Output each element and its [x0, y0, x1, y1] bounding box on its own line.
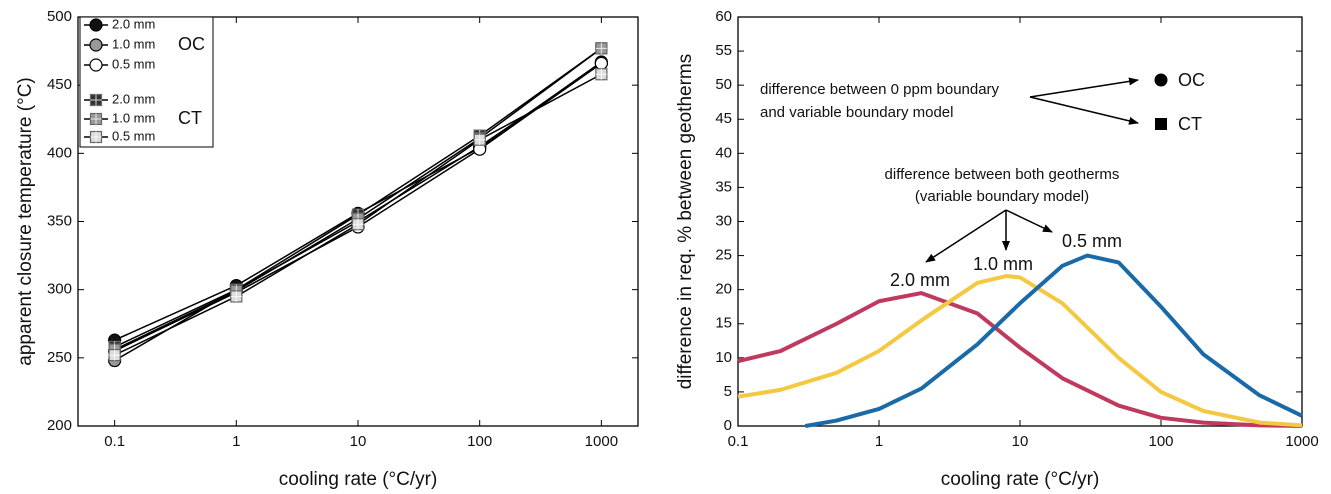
x-tick-label: 1000: [1285, 433, 1318, 450]
x-tick-label: 10: [1012, 433, 1029, 450]
y-tick-label: 20: [715, 281, 732, 298]
legend-marker: [1155, 118, 1167, 130]
y-tick-label: 250: [47, 349, 72, 366]
legend-label: 1.0 mm: [112, 110, 155, 125]
y-tick-label: 350: [47, 212, 72, 229]
y-tick-label: 50: [715, 76, 732, 93]
annotation: difference between both geotherms: [885, 166, 1120, 183]
y-tick-label: 25: [715, 247, 732, 264]
y-tick-label: 10: [715, 349, 732, 366]
arrows: [925, 77, 1139, 263]
arrow: [1029, 77, 1139, 98]
marker-grid: [595, 42, 607, 54]
annotation: and variable boundary model: [760, 104, 953, 121]
marker: [89, 18, 103, 32]
legend-label: 2.0 mm: [112, 16, 155, 31]
marker-grid: [352, 218, 364, 230]
legend-label: 1.0 mm: [112, 36, 155, 51]
marker: [594, 56, 608, 70]
y-tick-label: 450: [47, 76, 72, 93]
x-tick-label: 1: [232, 433, 240, 450]
x-tick-label: 100: [467, 433, 492, 450]
marker: [89, 58, 103, 72]
marker-grid: [90, 94, 102, 106]
y-tick-label: 5: [724, 383, 732, 400]
series-line: [737, 291, 1303, 428]
y-axis-label: apparent closure temperature (°C): [15, 77, 36, 366]
annotation: difference between 0 ppm boundary: [760, 81, 1000, 98]
x-tick-label: 0.1: [728, 433, 749, 450]
arrow: [1005, 209, 1053, 233]
marker-grid: [474, 134, 486, 146]
legend-group: OC: [178, 34, 205, 54]
annotation: (variable boundary model): [915, 188, 1089, 205]
legend-label: 2.0 mm: [112, 91, 155, 106]
series-line: [804, 253, 1303, 428]
series-label: 2.0 mm: [890, 270, 950, 290]
legend-marker: [1154, 73, 1168, 87]
y-tick-label: 300: [47, 281, 72, 298]
y-tick-label: 55: [715, 42, 732, 59]
x-tick-label: 10: [350, 433, 367, 450]
marker-grid: [90, 131, 102, 143]
y-tick-label: 35: [715, 178, 732, 195]
legend-label: 0.5 mm: [112, 128, 155, 143]
y-tick-label: 60: [715, 8, 732, 25]
arrow: [925, 209, 1007, 263]
legend-box: [79, 16, 214, 148]
y-tick-label: 40: [715, 144, 732, 161]
legend-label: CT: [1178, 114, 1202, 134]
x-tick-label: 1: [875, 433, 883, 450]
marker: [89, 38, 103, 52]
x-tick-label: 0.1: [104, 433, 125, 450]
marker-grid: [595, 68, 607, 80]
series-label: 0.5 mm: [1062, 231, 1122, 251]
marker-grid: [230, 290, 242, 302]
y-tick-label: 500: [47, 8, 72, 25]
x-axis-label: cooling rate (°C/yr): [279, 469, 438, 490]
y-tick-label: 15: [715, 315, 732, 332]
y-axis-label: difference in req. % between geotherms: [675, 54, 696, 390]
y-tick-label: 200: [47, 417, 72, 434]
y-tick-label: 400: [47, 144, 72, 161]
marker-grid: [90, 113, 102, 125]
series-label: 1.0 mm: [973, 254, 1033, 274]
y-tick-label: 0: [724, 417, 732, 434]
legend-label: OC: [1178, 70, 1205, 90]
arrow: [1029, 96, 1139, 125]
legend-group: CT: [178, 108, 202, 128]
marker-grid: [109, 349, 121, 361]
series-line: [737, 274, 1303, 428]
y-tick-label: 45: [715, 110, 732, 127]
x-tick-label: 1000: [585, 433, 618, 450]
x-tick-label: 100: [1148, 433, 1173, 450]
x-axis-label: cooling rate (°C/yr): [941, 469, 1100, 490]
legend-label: 0.5 mm: [112, 56, 155, 71]
y-tick-label: 30: [715, 212, 732, 229]
